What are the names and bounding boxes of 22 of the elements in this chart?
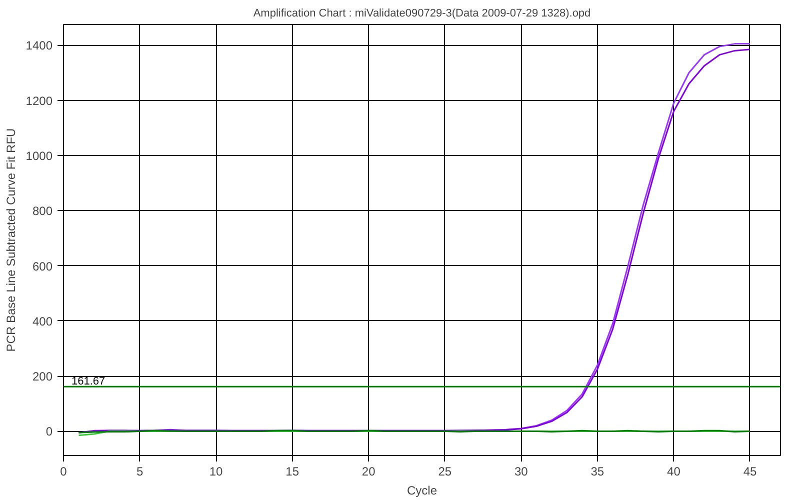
y-axis-title: PCR Base Line Subtracted Curve Fit RFU: [4, 128, 18, 352]
x-tick-label: 0: [60, 464, 68, 478]
ref-line-label: 161.67: [72, 376, 106, 388]
y-tick-label: 800: [32, 204, 53, 218]
x-tick-label: 5: [136, 464, 144, 478]
x-tick-label: 40: [667, 464, 681, 478]
x-tick-label: 15: [286, 464, 300, 478]
y-tick-label: 600: [32, 259, 53, 274]
y-tick-label: 400: [32, 314, 53, 328]
x-tick-label: 10: [209, 464, 224, 478]
x-tick-label: 25: [438, 464, 452, 478]
y-tick-label: 200: [32, 370, 53, 384]
y-tick-label: 1200: [26, 94, 53, 108]
y-tick-label: 1000: [26, 148, 53, 163]
x-tick-label: 35: [590, 464, 604, 478]
x-tick-label: 20: [362, 464, 376, 478]
y-tick-label: 1400: [26, 38, 53, 53]
x-tick-label: 30: [514, 464, 528, 478]
chart-title: Amplification Chart : miValidate090729-3(Data 2009-07-29 1328).opd: [253, 8, 591, 20]
x-axis-title: Cycle: [406, 484, 438, 498]
x-tick-label: 45: [743, 464, 757, 478]
y-tick-label: 0: [46, 424, 53, 439]
